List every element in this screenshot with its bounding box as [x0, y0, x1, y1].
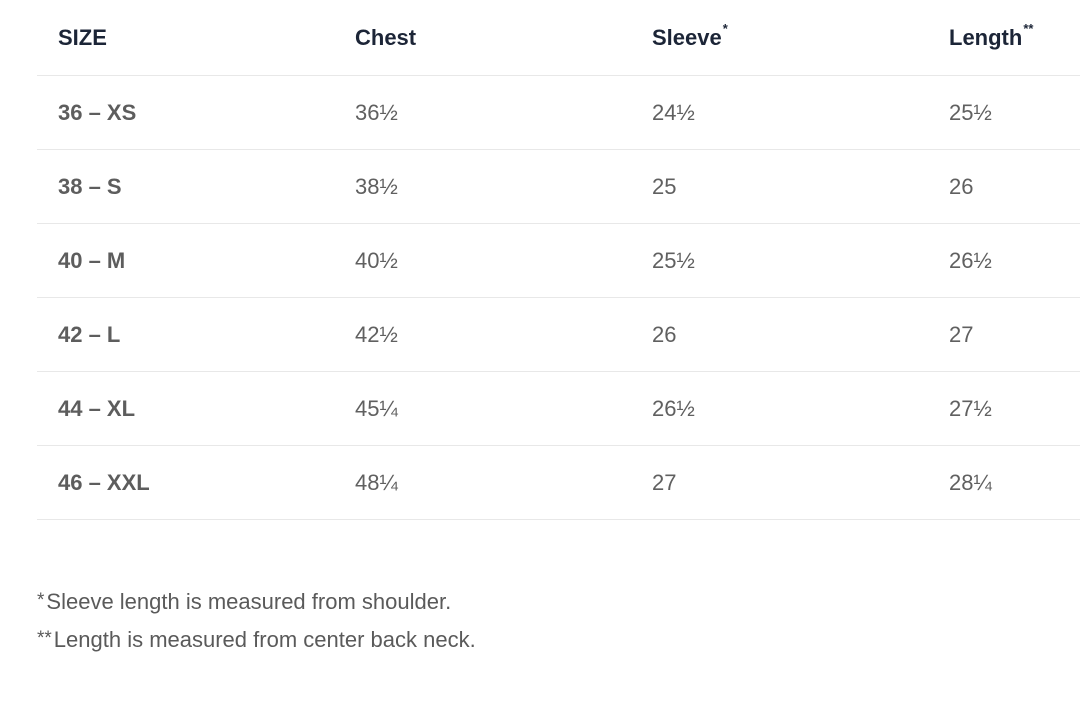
header-length-label: Length — [949, 24, 1023, 50]
header-sleeve: Sleeve * — [652, 0, 728, 75]
chest-cell: 38½ — [355, 173, 398, 199]
length-cell: 27 — [949, 321, 974, 347]
table-row: 44 – XL 45¼ 26½ 27½ — [37, 372, 1080, 446]
chest-cell: 40½ — [355, 247, 398, 273]
table-row: 40 – M 40½ 25½ 26½ — [37, 224, 1080, 298]
header-chest: Chest — [355, 0, 416, 75]
sleeve-cell: 24½ — [652, 99, 695, 125]
header-size-label: SIZE — [58, 24, 107, 50]
size-cell: 36 – XS — [58, 99, 137, 125]
chest-cell: 36½ — [355, 99, 398, 125]
chest-cell: 42½ — [355, 321, 398, 347]
header-sleeve-label: Sleeve — [652, 24, 722, 50]
header-size: SIZE — [58, 0, 107, 75]
size-cell: 38 – S — [58, 173, 122, 199]
footnote-length: **Length is measured from center back ne… — [37, 622, 476, 660]
sleeve-cell: 26 — [652, 321, 677, 347]
header-chest-label: Chest — [355, 24, 417, 50]
table-row: 36 – XS 36½ 24½ 25½ — [37, 76, 1080, 150]
chest-cell: 45¼ — [355, 395, 398, 421]
table-row: 42 – L 42½ 26 27 — [37, 298, 1080, 372]
size-cell: 40 – M — [58, 247, 126, 273]
length-cell: 25½ — [949, 99, 992, 125]
header-sleeve-footnote-mark: * — [722, 21, 728, 36]
sleeve-cell: 26½ — [652, 395, 695, 421]
size-cell: 46 – XXL — [58, 469, 150, 495]
sleeve-cell: 27 — [652, 469, 677, 495]
sleeve-cell: 25½ — [652, 247, 695, 273]
length-cell: 27½ — [949, 395, 992, 421]
sleeve-cell: 25 — [652, 173, 677, 199]
footnote-sleeve: *Sleeve length is measured from shoulder… — [37, 584, 476, 622]
header-length: Length ** — [949, 0, 1033, 75]
footnote-marker: ** — [37, 628, 52, 649]
footnote-text: Length is measured from center back neck… — [53, 627, 476, 652]
footnote-text: Sleeve length is measured from shoulder. — [46, 589, 452, 614]
length-cell: 26½ — [949, 247, 992, 273]
table-header-row: SIZE Chest Sleeve * Length ** — [37, 0, 1080, 76]
footnotes: *Sleeve length is measured from shoulder… — [37, 584, 476, 660]
header-length-footnote-mark: ** — [1023, 21, 1034, 36]
size-cell: 44 – XL — [58, 395, 136, 421]
size-cell: 42 – L — [58, 321, 121, 347]
length-cell: 26 — [949, 173, 974, 199]
chest-cell: 48¼ — [355, 469, 398, 495]
length-cell: 28¼ — [949, 469, 992, 495]
table-row: 46 – XXL 48¼ 27 28¼ — [37, 446, 1080, 520]
size-chart-table: SIZE Chest Sleeve * Length ** 36 – XS 36½ … — [37, 0, 1080, 520]
footnote-marker: * — [37, 590, 45, 611]
table-row: 38 – S 38½ 25 26 — [37, 150, 1080, 224]
